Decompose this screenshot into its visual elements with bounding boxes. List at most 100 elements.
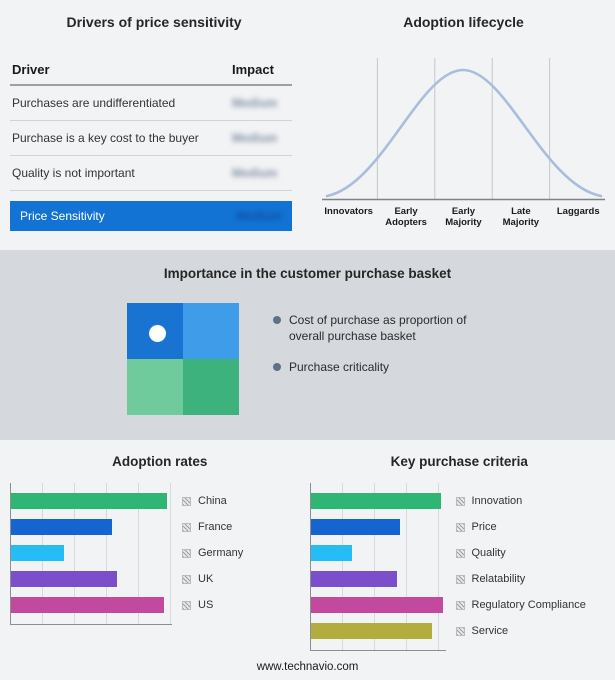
price-sensitivity-highlight-row: Price Sensitivity Medium: [10, 201, 292, 231]
impact-cell: Medium: [230, 120, 292, 156]
quadrant-top-right: [183, 303, 239, 359]
table-header-row: Driver Impact: [10, 56, 292, 86]
legend-label: China: [198, 495, 227, 507]
drivers-title: Drivers of price sensitivity: [66, 14, 242, 30]
bar-row: [11, 566, 172, 592]
bar-row: [11, 592, 172, 618]
legend-label: Quality: [471, 547, 506, 559]
bar-row: [310, 514, 446, 540]
bar-uk: [11, 571, 118, 587]
highlight-impact-blurred: Medium: [236, 209, 282, 223]
table-row: Purchase is a key cost to the buyer Medi…: [10, 120, 292, 156]
legend-label: Innovation: [471, 495, 523, 507]
stage-label: Innovators: [324, 206, 373, 217]
driver-cell: Purchases are undifferentiated: [10, 85, 230, 121]
legend-item: China: [182, 488, 243, 514]
bar-quality: [310, 545, 353, 561]
impact-value-blurred: Medium: [232, 166, 278, 180]
bar-innovation: [310, 493, 442, 509]
driver-cell: Quality is not important: [10, 155, 230, 191]
legend-label: US: [198, 599, 214, 611]
legend-item: US: [182, 592, 243, 618]
drivers-table: Driver Impact Purchases are undifferenti…: [10, 56, 292, 191]
bar-france: [11, 519, 113, 535]
impact-value-blurred: Medium: [232, 96, 278, 110]
legend-item: Regulatory Compliance: [455, 592, 586, 618]
lifecycle-panel: Adoption lifecycle Innovators Early Adop…: [308, 10, 607, 244]
bar-row: [310, 618, 446, 644]
legend-item: Service: [455, 618, 586, 644]
bullet-dot-icon: [273, 316, 281, 324]
hatch-swatch-icon: [455, 548, 465, 558]
bullet-text: Purchase criticality: [289, 360, 390, 375]
legend-item: Germany: [182, 540, 243, 566]
hatch-swatch-icon: [182, 574, 191, 584]
legend-label: France: [198, 521, 233, 533]
hatch-swatch-icon: [182, 496, 191, 506]
legend-label: Relatability: [471, 573, 526, 585]
bar-row: [310, 540, 446, 566]
basket-bullet-list: Cost of purchase as proportion of overal…: [273, 303, 488, 392]
bar-row: [11, 488, 172, 514]
bottom-section: Adoption rates China France Germany UK U…: [0, 440, 615, 651]
lifecycle-title: Adoption lifecycle: [403, 14, 524, 30]
driver-cell: Purchase is a key cost to the buyer: [10, 120, 230, 156]
highlight-driver-label: Price Sensitivity: [20, 209, 105, 223]
quadrant-bottom-right: [183, 359, 239, 415]
list-item: Purchase criticality: [273, 360, 488, 376]
bullet-dot-icon: [273, 363, 281, 372]
key-purchase-criteria-legend: Innovation Price Quality Relatability Re…: [446, 483, 586, 651]
quadrant-bottom-left: [127, 359, 183, 415]
legend-item: UK: [182, 566, 243, 592]
bar-row: [310, 488, 446, 514]
hatch-swatch-icon: [455, 574, 465, 584]
bell-curve-chart: [322, 58, 605, 201]
bar-row: [310, 566, 446, 592]
hatch-swatch-icon: [182, 548, 191, 558]
stage-label: Early Adopters: [385, 206, 427, 228]
key-purchase-criteria-chart: Key purchase criteria Innovation Price Q…: [309, 454, 610, 651]
legend-item: Relatability: [455, 566, 586, 592]
legend-item: Price: [455, 514, 586, 540]
stage-label: Laggards: [556, 206, 600, 217]
website-url: www.technavio.com: [256, 661, 359, 673]
hatch-swatch-icon: [455, 522, 465, 532]
legend-label: Germany: [198, 547, 244, 559]
drivers-panel: Drivers of price sensitivity Driver Impa…: [10, 10, 308, 244]
legend-item: France: [182, 514, 243, 540]
table-row: Quality is not important Medium: [10, 155, 292, 191]
legend-item: Innovation: [455, 488, 586, 514]
table-row: Purchases are undifferentiated Medium: [10, 85, 292, 121]
basket-content: Cost of purchase as proportion of overal…: [0, 303, 615, 415]
quadrant-matrix: [127, 303, 239, 415]
top-section: Drivers of price sensitivity Driver Impa…: [0, 0, 615, 250]
lifecycle-chart: Innovators Early Adopters Early Majority…: [320, 52, 607, 229]
adoption-rates-title: Adoption rates: [112, 454, 208, 469]
stage-label: Early Majority: [445, 206, 482, 228]
impact-cell: Medium: [230, 155, 292, 191]
bell-curve-line: [325, 68, 603, 198]
position-dot: [149, 325, 166, 342]
bar-china: [11, 493, 168, 509]
bar-row: [310, 592, 446, 618]
adoption-rates-plot: [10, 483, 172, 625]
hatch-swatch-icon: [455, 496, 465, 506]
hatch-swatch-icon: [455, 626, 465, 636]
bar-relatability: [310, 571, 397, 587]
adoption-rates-legend: China France Germany UK US: [172, 483, 243, 625]
gridlines: [310, 483, 446, 650]
legend-label: Price: [471, 521, 497, 533]
impact-value-blurred: Medium: [232, 131, 278, 145]
bar-regulatory-compliance: [310, 597, 443, 613]
driver-column-header: Driver: [10, 56, 230, 86]
bar-price: [310, 519, 400, 535]
purchase-basket-band: Importance in the customer purchase bask…: [0, 250, 615, 440]
key-purchase-criteria-title: Key purchase criteria: [390, 454, 528, 469]
bar-germany: [11, 545, 65, 561]
list-item: Cost of purchase as proportion of overal…: [273, 313, 488, 344]
impact-column-header: Impact: [230, 56, 292, 86]
bar-row: [11, 540, 172, 566]
legend-label: Service: [471, 625, 509, 637]
hatch-swatch-icon: [182, 522, 191, 532]
